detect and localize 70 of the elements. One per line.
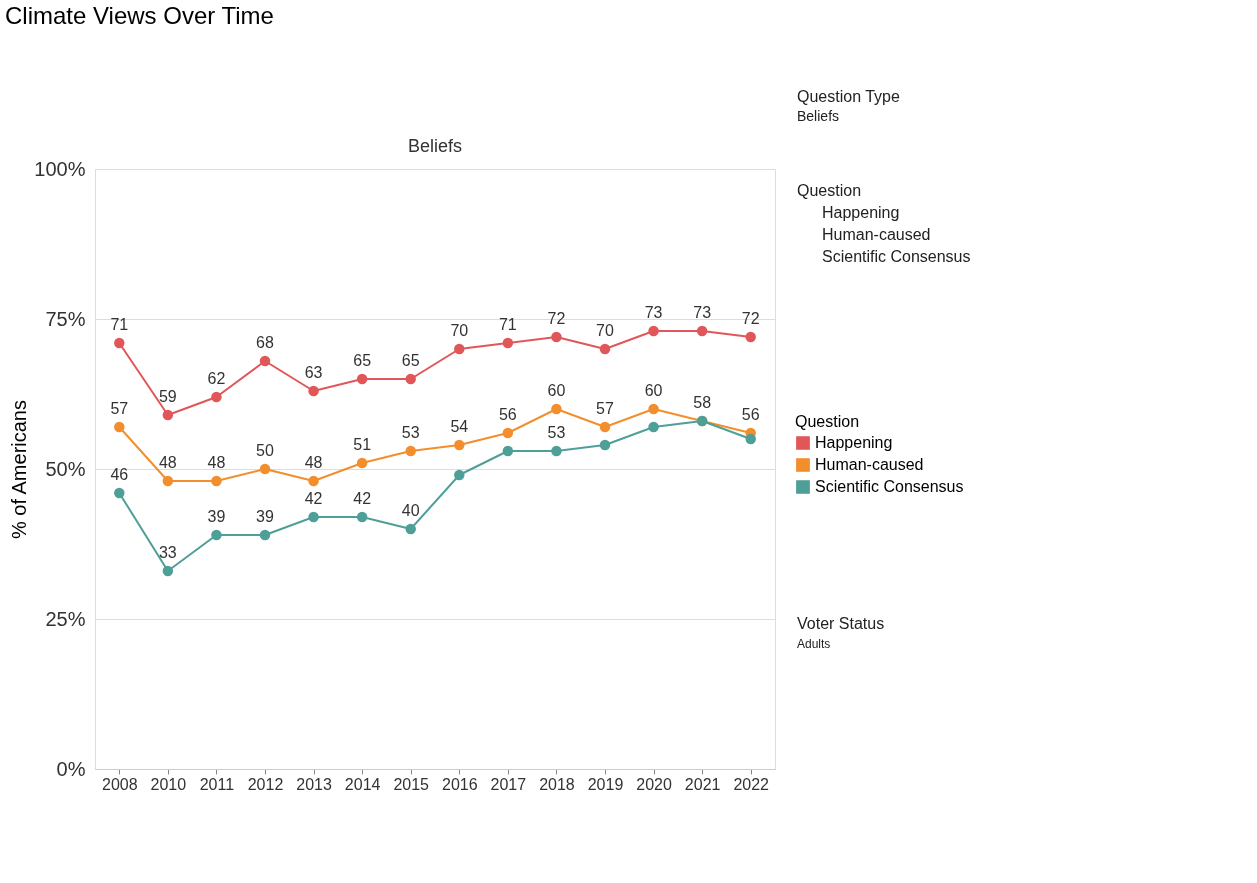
data-label: 60	[547, 382, 566, 399]
text: Happening	[822, 204, 900, 221]
text: Voter Status	[797, 615, 885, 632]
data-label: 59	[158, 388, 177, 405]
x-tick-label: 2016	[441, 775, 478, 793]
chart-title: Climate Views Over Time	[5, 2, 274, 29]
data-label: 72	[547, 310, 566, 327]
data-label: 53	[401, 424, 420, 441]
text: Question	[797, 182, 862, 199]
legend-label: Scientific Consensus	[815, 478, 964, 495]
legend-title: Question	[795, 413, 860, 430]
data-label: 50	[256, 442, 274, 459]
x-tick-label: 2011	[199, 775, 235, 793]
data-label: 48	[304, 454, 323, 471]
data-label: 48	[158, 454, 177, 471]
y-tick-label: 0%	[56, 757, 86, 780]
data-label: 65	[353, 352, 372, 369]
legend-label: Human-caused	[815, 456, 924, 473]
text: Adults	[797, 637, 831, 651]
x-tick-label: 2020	[636, 775, 672, 793]
data-label: 42	[353, 490, 372, 507]
data-label: 68	[256, 334, 274, 351]
x-tick-label: 2008	[101, 775, 138, 793]
data-label: 42	[304, 490, 323, 507]
data-label: 65	[401, 352, 420, 369]
x-tick-label: 2013	[296, 775, 332, 793]
data-label: 53	[547, 424, 566, 441]
data-label: 57	[110, 400, 129, 417]
data-label: 48	[207, 454, 226, 471]
data-label: 70	[450, 322, 469, 339]
data-label: 40	[401, 502, 420, 519]
x-tick-label: 2022	[733, 775, 770, 793]
y-tick-label: 25%	[45, 607, 86, 630]
data-label: 60	[644, 382, 663, 399]
x-tick-label: 2014	[344, 775, 381, 793]
x-tick-label: 2010	[150, 775, 187, 793]
x-tick-label: 2021	[684, 775, 721, 793]
data-label: 71	[110, 316, 129, 333]
chart-subtitle: Beliefs	[407, 136, 463, 156]
y-tick-label: 75%	[45, 307, 86, 330]
text: Scientific Consensus	[822, 248, 971, 265]
data-label: 63	[304, 364, 323, 381]
x-tick-label: 2018	[539, 775, 575, 793]
data-label: 62	[207, 370, 226, 387]
data-label: 33	[158, 544, 177, 561]
data-label: 73	[644, 304, 663, 321]
data-label: 70	[596, 322, 614, 339]
data-label: 56	[498, 406, 517, 423]
data-label: 72	[741, 310, 760, 327]
text: Human-caused	[822, 226, 931, 243]
data-label: 51	[353, 436, 372, 453]
data-label: 56	[741, 406, 760, 423]
data-label: 57	[596, 400, 614, 417]
data-label: 39	[207, 508, 226, 525]
y-tick-label: 100%	[34, 157, 86, 180]
data-label: 71	[498, 316, 517, 333]
text: Beliefs	[797, 108, 840, 124]
legend-label: Happening	[815, 434, 893, 451]
y-axis-title: % of Americans	[8, 400, 31, 539]
data-label: 58	[693, 394, 712, 411]
y-tick-label: 50%	[45, 457, 86, 480]
data-label: 39	[256, 508, 274, 525]
data-label: 54	[450, 418, 469, 435]
data-label: 46	[110, 466, 129, 483]
x-tick-label: 2012	[247, 775, 284, 793]
x-tick-label: 2015	[393, 775, 430, 793]
text: Question Type	[797, 88, 900, 105]
x-tick-label: 2019	[587, 775, 624, 793]
x-tick-label: 2017	[490, 775, 527, 793]
data-label: 73	[693, 304, 712, 321]
